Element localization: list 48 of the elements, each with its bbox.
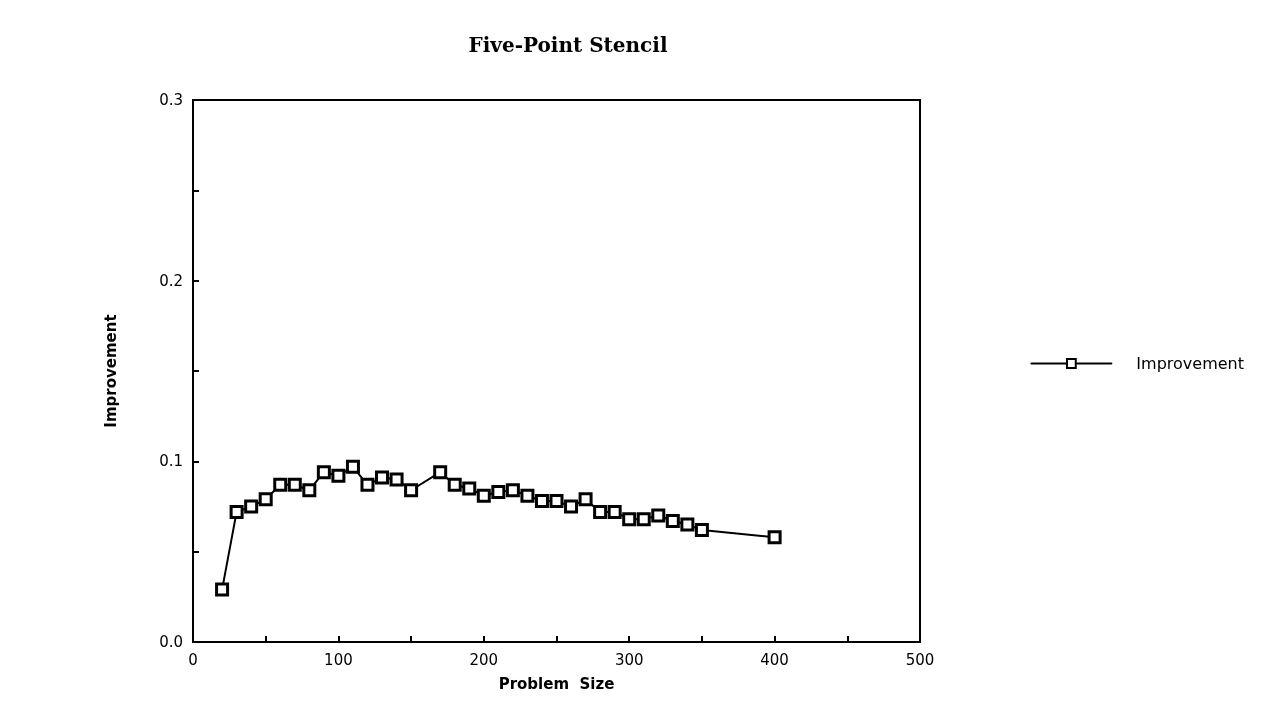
point: [302, 483, 317, 498]
y-tick-label: 0.3: [159, 91, 183, 109]
legend-label: Improvement: [1136, 354, 1245, 373]
point: [389, 472, 404, 487]
point: [665, 513, 680, 528]
chart-title: Five-Point Stencil: [468, 33, 668, 57]
y-tick-label: 0.1: [159, 452, 183, 471]
point: [680, 517, 695, 532]
point: [636, 512, 651, 527]
x-tick-label: 300: [614, 650, 644, 669]
point: [345, 459, 360, 474]
point: [258, 492, 273, 507]
x-axis-title: Problem Size: [498, 674, 615, 693]
point: [273, 477, 288, 492]
point: [607, 504, 622, 519]
x-tick-label: 400: [760, 650, 789, 669]
point: [215, 582, 230, 597]
point: [651, 508, 666, 523]
point: [360, 477, 375, 492]
point: [447, 477, 462, 492]
point: [549, 494, 564, 509]
y-tick-label: 0.2: [159, 271, 183, 290]
point: [476, 488, 491, 503]
point: [433, 465, 448, 480]
point: [534, 494, 549, 509]
point: [694, 522, 709, 537]
point: [578, 492, 593, 507]
point: [520, 488, 535, 503]
point: [244, 499, 259, 514]
y-axis-title: Improvement: [101, 314, 120, 428]
point: [767, 530, 782, 545]
point: [491, 485, 506, 500]
point: [331, 468, 346, 483]
point: [287, 477, 302, 492]
point: [564, 499, 579, 514]
point: [593, 504, 608, 519]
y-tick-label: 0.0: [159, 633, 183, 651]
x-tick-label: 500: [905, 650, 935, 669]
point: [229, 504, 244, 519]
point: [404, 483, 419, 498]
point: [375, 470, 390, 485]
x-tick-label: 100: [324, 650, 353, 669]
x-tick-label: 200: [469, 650, 499, 669]
point: [622, 512, 637, 527]
point: [505, 483, 520, 498]
point: [316, 465, 331, 480]
x-tick-label: 0: [188, 650, 198, 669]
point: [462, 481, 477, 496]
